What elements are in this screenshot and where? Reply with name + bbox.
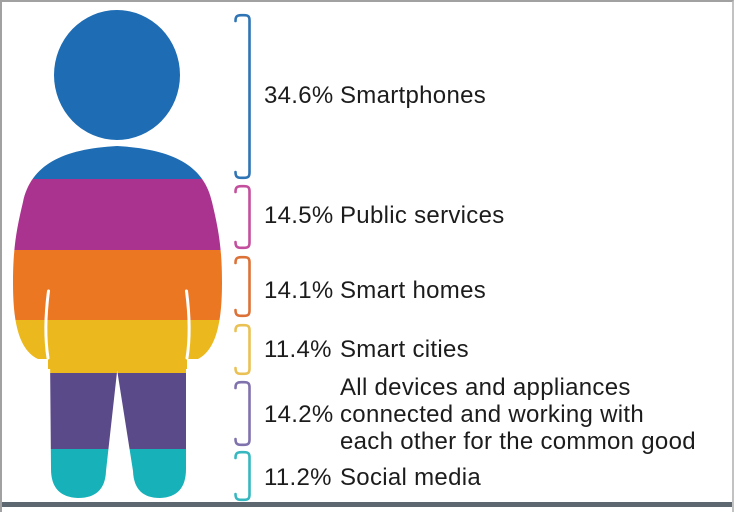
legend-label: Smart homes (340, 276, 487, 304)
arm-separation-lines (44, 289, 191, 360)
legend-item-public-services: 14.5% Public services (264, 200, 505, 230)
legend-label: All devices and appliances connected and … (340, 374, 696, 455)
bracket-smart-cities (234, 323, 251, 376)
legend-label: Social media (340, 463, 482, 491)
legend-label: Smartphones (340, 81, 487, 109)
legend-label-line: connected and working with (340, 400, 644, 428)
bracket-social-media (234, 450, 251, 502)
bottom-border-bar (2, 502, 732, 507)
bracket-smartphones (234, 13, 251, 180)
legend-label: Smart cities (340, 335, 469, 363)
legend-percent: 14.5% (264, 201, 334, 229)
legend-label: Public services (340, 201, 505, 229)
legend-item-smart-cities: 11.4% Smart cities (264, 334, 469, 364)
bracket-public-services (234, 184, 251, 250)
legend-percent: 14.1% (264, 276, 334, 304)
arm-separation-line-right (185, 289, 191, 360)
legend-label-line: All devices and appliances (340, 373, 631, 401)
band-public-services (13, 179, 222, 250)
legend-item-smart-homes: 14.1% Smart homes (264, 275, 486, 305)
legend-percent: 11.4% (264, 335, 332, 363)
legend-percent: 14.2% (264, 400, 334, 428)
legend-percent: 11.2% (264, 463, 332, 491)
bracket-connected-devices (234, 380, 251, 447)
bracket-smart-homes (234, 255, 251, 318)
legend-item-connected-devices: 14.2% All devices and appliances connected… (264, 373, 696, 455)
legend-label-line: each other for the common good (340, 427, 696, 455)
legend-item-smartphones: 34.6% Smartphones (264, 80, 486, 110)
legend-percent: 34.6% (264, 81, 334, 109)
legend-item-social-media: 11.2% Social media (264, 462, 481, 492)
arm-separation-line-left (44, 289, 50, 360)
